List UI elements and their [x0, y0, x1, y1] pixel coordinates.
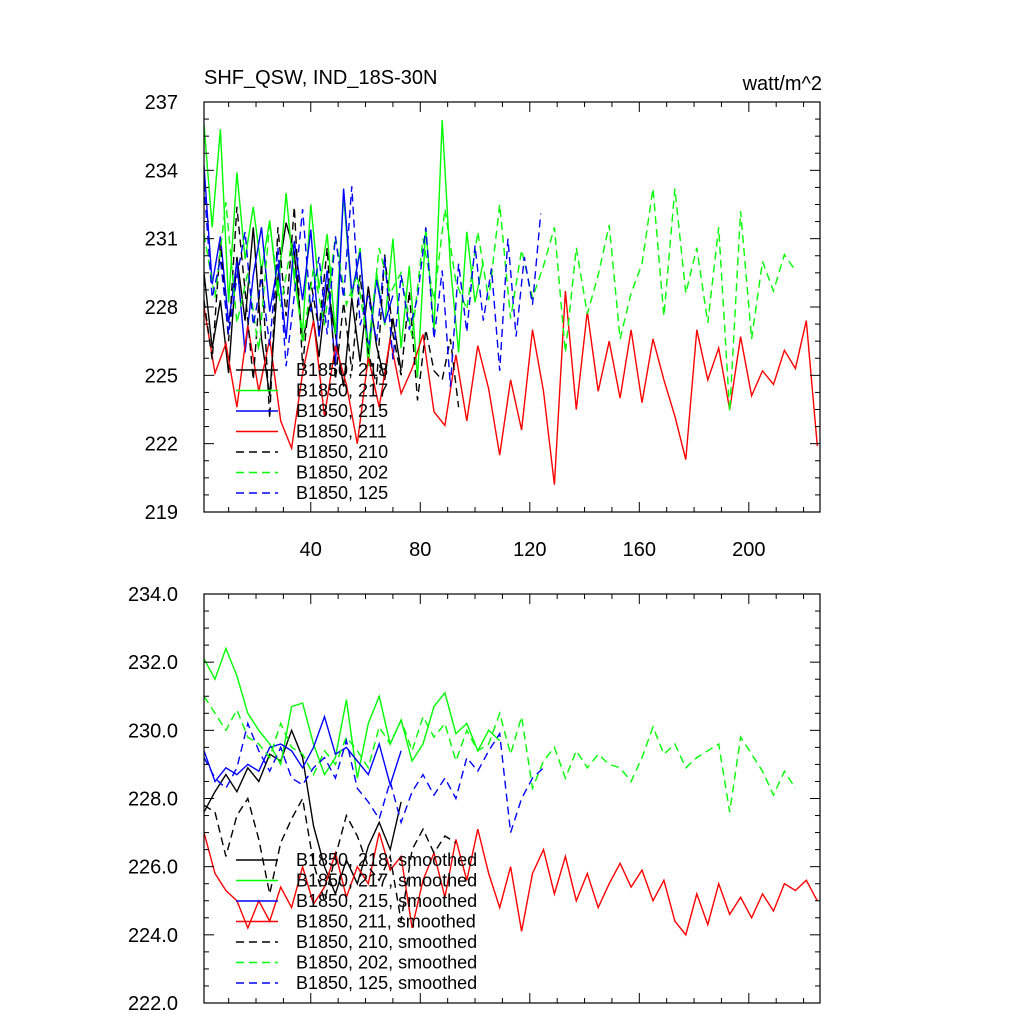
y-tick-label: 224.0: [128, 925, 178, 947]
legend-label: B1850, 210, smoothed: [296, 932, 477, 952]
legend-label: B1850, 218, smoothed: [296, 850, 477, 870]
legend-label: B1850, 215: [296, 401, 388, 421]
legend-label: B1850, 210: [296, 442, 388, 462]
top-panel: SHF_QSW, IND_18S-30N watt/m^2 2192222252…: [145, 67, 822, 561]
x-tick-label: 40: [300, 539, 322, 561]
top-series-group: [204, 120, 818, 485]
y-tick-label: 228: [145, 297, 178, 319]
x-tick-label: 200: [732, 539, 765, 561]
legend-label: B1850, 218: [296, 360, 388, 380]
bottom-series-group: [204, 646, 818, 937]
y-tick-label: 222: [145, 434, 178, 456]
series-line-0: [204, 728, 402, 896]
y-tick-label: 226.0: [128, 857, 178, 879]
y-tick-label: 219: [145, 502, 178, 524]
y-tick-label: 234.0: [128, 584, 178, 606]
series-line-4: [204, 206, 460, 419]
y-tick-label: 231: [145, 229, 178, 251]
units-label: watt/m^2: [742, 73, 822, 95]
x-tick-label: 160: [623, 539, 656, 561]
series-line-3: [204, 291, 818, 485]
x-tick-label: 80: [409, 539, 431, 561]
bottom-axis-ticks: 222.0 224.0 226.0 228.0 230.0 232.0 234.0: [128, 584, 820, 1015]
top-plot-frame: [203, 101, 821, 513]
legend-label: B1850, 202, smoothed: [296, 953, 477, 973]
legend-label: B1850, 217: [296, 381, 388, 401]
legend-label: B1850, 217, smoothed: [296, 871, 477, 891]
legend-label: B1850, 125: [296, 483, 388, 503]
y-tick-label: 225: [145, 365, 178, 387]
series-line-2: [204, 714, 402, 788]
chart-title: SHF_QSW, IND_18S-30N: [204, 67, 437, 89]
bottom-plot-frame: [203, 593, 821, 1004]
series-line-6: [204, 721, 544, 833]
y-tick-label: 228.0: [128, 789, 178, 811]
legend-label: B1850, 215, smoothed: [296, 891, 477, 911]
series-line-5: [204, 188, 796, 412]
y-tick-label: 232.0: [128, 652, 178, 674]
y-tick-label: 222.0: [128, 993, 178, 1015]
legend-label: B1850, 211: [296, 422, 387, 442]
legend-label: B1850, 211, smoothed: [296, 912, 476, 932]
series-line-3: [204, 829, 818, 937]
series-line-1: [204, 646, 501, 779]
top-axis-ticks: 219 222 225 228 231 234 237 40 80 120 160 200: [145, 92, 820, 561]
y-tick-label: 230.0: [128, 720, 178, 742]
series-line-0: [204, 222, 402, 396]
y-tick-label: 234: [145, 160, 178, 182]
series-line-6: [204, 183, 542, 387]
series-line-4: [204, 796, 457, 922]
y-tick-label: 237: [145, 92, 178, 114]
x-tick-label: 120: [513, 539, 546, 561]
legend-label: B1850, 125, smoothed: [296, 973, 477, 993]
series-line-5: [204, 695, 796, 813]
series-line-2: [204, 165, 394, 367]
bottom-panel: 222.0 224.0 226.0 228.0 230.0 232.0 234.0 B185…: [128, 584, 821, 1015]
legend-label: B1850, 202: [296, 463, 388, 483]
